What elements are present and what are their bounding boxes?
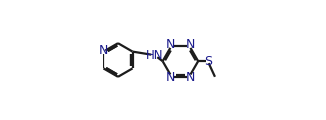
Text: N: N xyxy=(99,44,108,57)
Text: N: N xyxy=(186,38,195,51)
Text: S: S xyxy=(204,55,212,68)
Text: N: N xyxy=(166,71,175,84)
Text: N: N xyxy=(166,38,175,51)
Text: HN: HN xyxy=(146,49,163,62)
Text: N: N xyxy=(186,71,195,84)
